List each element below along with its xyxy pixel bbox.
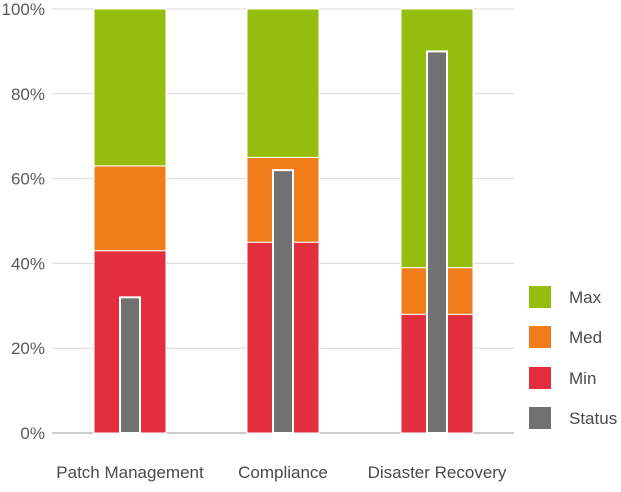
x-category-label: Patch Management [56,463,204,482]
y-tick-label: 60% [11,170,45,189]
legend-swatch-min [529,367,551,389]
legend: Max Med Min Status [529,286,617,429]
legend-swatch-med [529,326,551,348]
x-category-label: Compliance [238,463,328,482]
bar-status [426,50,448,435]
legend-label-min: Min [569,369,596,388]
y-axis-ticks: 0% 20% 40% 60% 80% 100% [2,0,45,443]
bar-status [272,169,294,434]
y-tick-label: 100% [2,0,45,19]
bars [93,8,474,435]
x-category-label: Disaster Recovery [368,463,507,482]
x-axis-labels: Patch Management Compliance Disaster Recov… [56,463,507,482]
bar-max [93,8,167,167]
legend-label-status: Status [569,409,617,428]
bar-med [93,165,167,252]
legend-swatch-status [529,407,551,429]
y-tick-label: 40% [11,254,45,273]
y-tick-label: 20% [11,339,45,358]
legend-swatch-max [529,286,551,308]
bar-max [246,8,320,158]
y-tick-label: 0% [20,424,45,443]
legend-label-med: Med [569,328,602,347]
bar-status [119,296,141,434]
legend-label-max: Max [569,288,602,307]
y-tick-label: 80% [11,85,45,104]
